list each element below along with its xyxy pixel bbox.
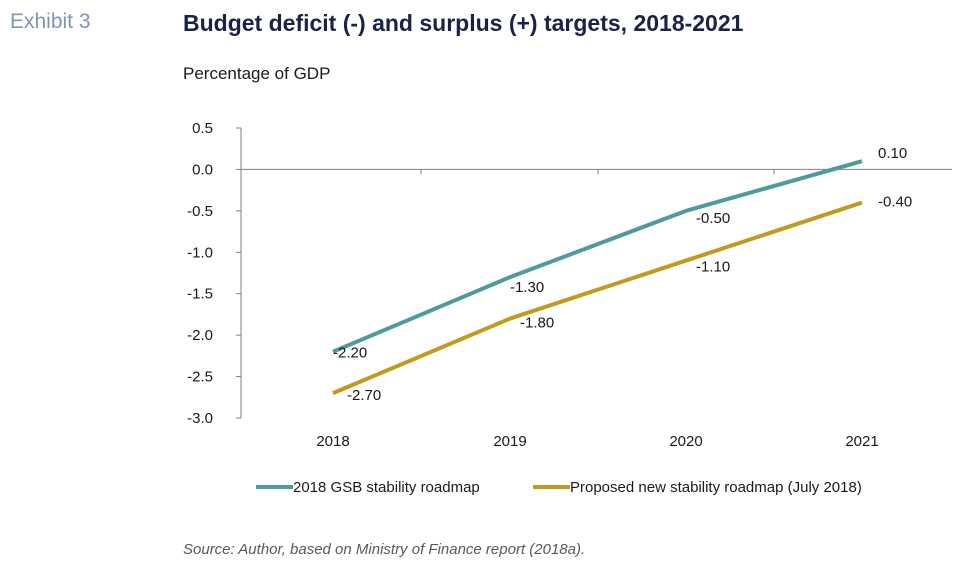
chart-data-labels: -2.20 -1.30 -0.50 0.10 -2.70 -1.80 -1.10 -0.40 — [333, 145, 912, 404]
legend-entry: Proposed new stability roadmap (July 201… — [570, 479, 862, 496]
source-note: Source: Author, based on Ministry of Fin… — [183, 541, 586, 558]
chart-axes: 0.5 0.0 -0.5 -1.0 -1.5 -2.0 -2.5 -3.0 2018 2019 20… — [187, 120, 952, 450]
data-label: -0.50 — [696, 210, 730, 227]
y-tick-label: -2.5 — [187, 369, 213, 386]
chart-series — [332, 159, 863, 395]
x-tick-label: 2018 — [316, 433, 349, 450]
data-label: -0.40 — [878, 194, 912, 211]
y-tick-label: 0.0 — [192, 161, 213, 178]
data-label: -1.10 — [696, 259, 730, 276]
series-line-1 — [332, 159, 863, 354]
x-tick-label: 2021 — [845, 433, 878, 450]
series-line-2 — [332, 200, 863, 395]
x-tick-label: 2020 — [669, 433, 702, 450]
legend-entry: 2018 GSB stability roadmap — [293, 479, 480, 496]
y-tick-label: -3.0 — [187, 410, 213, 427]
y-tick-label: -2.0 — [187, 327, 213, 344]
x-tick-label: 2019 — [493, 433, 526, 450]
data-label: -2.70 — [347, 387, 381, 404]
y-tick-label: -1.5 — [187, 286, 213, 303]
y-tick-label: -0.5 — [187, 203, 213, 220]
chart-title: Budget deficit (-) and surplus (+) targe… — [183, 10, 744, 36]
data-label: -1.30 — [510, 279, 544, 296]
chart-subtitle: Percentage of GDP — [183, 64, 331, 83]
data-label: -1.80 — [520, 315, 554, 332]
data-label: 0.10 — [878, 145, 907, 162]
chart-legend: 2018 GSB stability roadmap Proposed new s… — [256, 479, 862, 496]
exhibit-label: Exhibit 3 — [10, 10, 91, 33]
y-tick-label: 0.5 — [192, 120, 213, 137]
data-label: -2.20 — [333, 345, 367, 362]
y-tick-label: -1.0 — [187, 244, 213, 261]
